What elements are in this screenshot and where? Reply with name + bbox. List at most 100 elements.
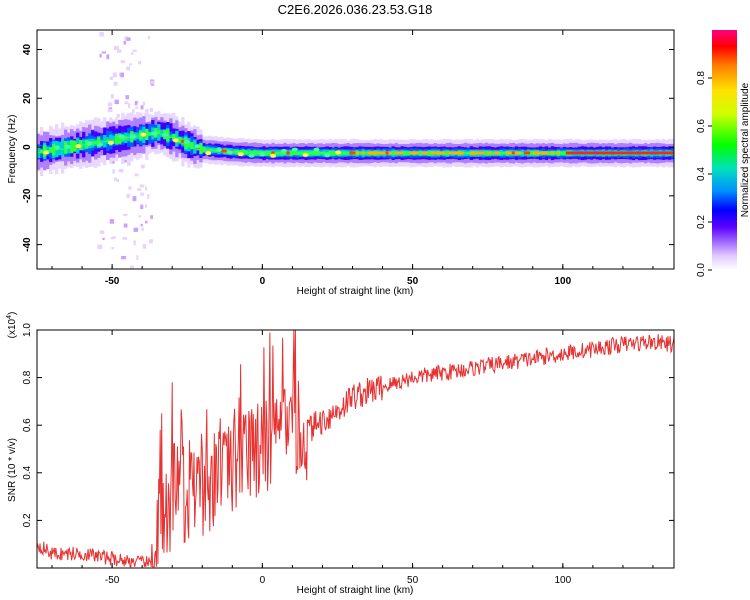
spectrogram-core <box>286 151 290 155</box>
spectrogram-cell <box>463 152 467 155</box>
spectrogram-core <box>421 151 425 155</box>
spectrogram-core <box>661 151 666 155</box>
spectrogram-cell <box>547 151 552 155</box>
spectrogram-noise-dot <box>141 227 144 231</box>
spectrogram-noise-dot <box>150 215 154 219</box>
spectrogram-core <box>220 149 224 153</box>
spectrogram-noise-dot <box>149 239 153 244</box>
spectrogram-core <box>433 151 437 155</box>
spectrogram-cell <box>553 151 558 155</box>
spectrogram-core <box>619 151 624 155</box>
spectrogram-cell <box>145 128 149 140</box>
spectrogram-ylabel: Frequency (Hz) <box>7 115 18 184</box>
spectrogram-blob <box>43 150 50 155</box>
spectrogram-core <box>424 151 428 155</box>
spectrogram-noise-dot <box>129 63 133 66</box>
spectrogram-cell <box>247 151 251 154</box>
spectrogram-cell <box>499 151 504 155</box>
spectrogram-core <box>664 151 669 155</box>
spectrogram-cell <box>280 150 284 156</box>
spectrogram-core <box>454 151 458 155</box>
snr-xtick-label: 0 <box>260 575 266 586</box>
spectrogram-noise-dot <box>116 179 120 183</box>
spectrogram-core <box>607 151 612 155</box>
spectrogram-core <box>493 151 498 155</box>
spectrogram-noise-dot <box>109 76 114 80</box>
spectrogram-cell <box>49 147 53 153</box>
spectrogram-cell <box>310 151 314 156</box>
spectrogram-core <box>655 151 660 155</box>
spectrogram-noise-dot <box>124 101 129 105</box>
spectrogram-noise-dot <box>106 54 110 60</box>
spectrogram-noise-dot <box>116 114 120 118</box>
spectrogram-blob <box>172 138 179 143</box>
spectrogram-core <box>352 151 356 155</box>
colorbar-tick-label: 0.8 <box>696 71 707 85</box>
spectrogram-noise-dot <box>102 237 105 241</box>
spectrogram-core <box>478 151 482 155</box>
spectrogram-noise-dot <box>133 227 139 232</box>
spectrogram-core <box>376 151 380 155</box>
spectrogram-noise-dot <box>111 236 117 239</box>
spectrogram-noise-dot <box>107 102 113 107</box>
spectrogram-noise-dot <box>139 184 145 188</box>
spectrogram-core <box>451 151 455 155</box>
snr-ticks: -50 0 50 100 0.2 0.4 0.6 0.8 1.0 <box>22 323 674 586</box>
spectrogram-cell <box>250 150 254 155</box>
spectrogram-cell <box>169 134 173 139</box>
snr-yscale-close: ) <box>7 312 18 315</box>
snr-yscale-text: (x10 <box>7 318 18 338</box>
spectrogram-cell <box>118 134 122 144</box>
spectrogram-core <box>271 151 275 155</box>
spectrogram-cell <box>91 141 95 146</box>
spectrogram-core <box>565 151 570 155</box>
spectrogram-core <box>625 151 630 155</box>
spectrogram-cell <box>490 151 495 155</box>
spectrogram-noise-dot <box>99 32 104 37</box>
spectrogram-core <box>637 151 642 155</box>
snr-xtick-label: -50 <box>105 575 120 586</box>
spectrogram-core <box>409 151 413 155</box>
spectrogram-noise-dot <box>99 230 105 234</box>
spectrogram-frame <box>36 29 675 270</box>
spectrogram-cell <box>268 151 272 156</box>
spectrogram-core <box>535 151 540 155</box>
spectrogram-core <box>430 151 434 155</box>
spectrogram-core <box>628 151 633 155</box>
spectrogram-cell <box>502 152 507 155</box>
snr-ytick-label: 0.6 <box>22 418 33 432</box>
spectrogram-noise-dot <box>108 107 112 111</box>
spectrogram-cell <box>529 150 534 156</box>
spectrogram-cell <box>241 149 245 155</box>
spectrogram-core <box>457 151 461 155</box>
spectrogram-blob <box>302 152 309 157</box>
spectrogram-core <box>370 151 374 155</box>
spectrogram-core <box>613 151 618 155</box>
colorbar: 0.0 0.2 0.4 0.6 0.8 Normalized spectral ampl… <box>696 30 750 277</box>
spectrogram-cell <box>148 132 152 136</box>
spectrogram-cell <box>46 149 50 152</box>
spectrogram-core <box>595 151 600 155</box>
spectrogram-core <box>610 151 615 155</box>
spectrogram-cell <box>94 141 98 145</box>
spectrogram-cell <box>256 151 260 155</box>
spectrogram-cell <box>316 151 320 156</box>
spectrogram-core <box>448 151 452 155</box>
spectrogram-noise-dot <box>130 265 134 269</box>
spectrogram-cell <box>427 150 431 156</box>
spectrogram-noise-dot <box>132 108 135 114</box>
spectrogram-cell <box>346 151 350 155</box>
spectrogram-cell <box>103 141 107 143</box>
spectrogram-cell <box>253 150 257 156</box>
spectrogram-noise-dot <box>142 243 147 249</box>
spectrogram-heatmap <box>37 32 674 269</box>
spectrogram-core <box>634 151 639 155</box>
spectrogram-noise-dot <box>140 164 145 169</box>
spectrogram-blob <box>129 134 136 139</box>
spectrogram-cell <box>343 151 347 155</box>
spectrogram-ytick-label: 20 <box>22 92 33 104</box>
spectrogram-core <box>670 151 674 155</box>
spectrogram-noise-dot <box>114 99 120 105</box>
spectrogram-noise-dot <box>142 101 146 106</box>
